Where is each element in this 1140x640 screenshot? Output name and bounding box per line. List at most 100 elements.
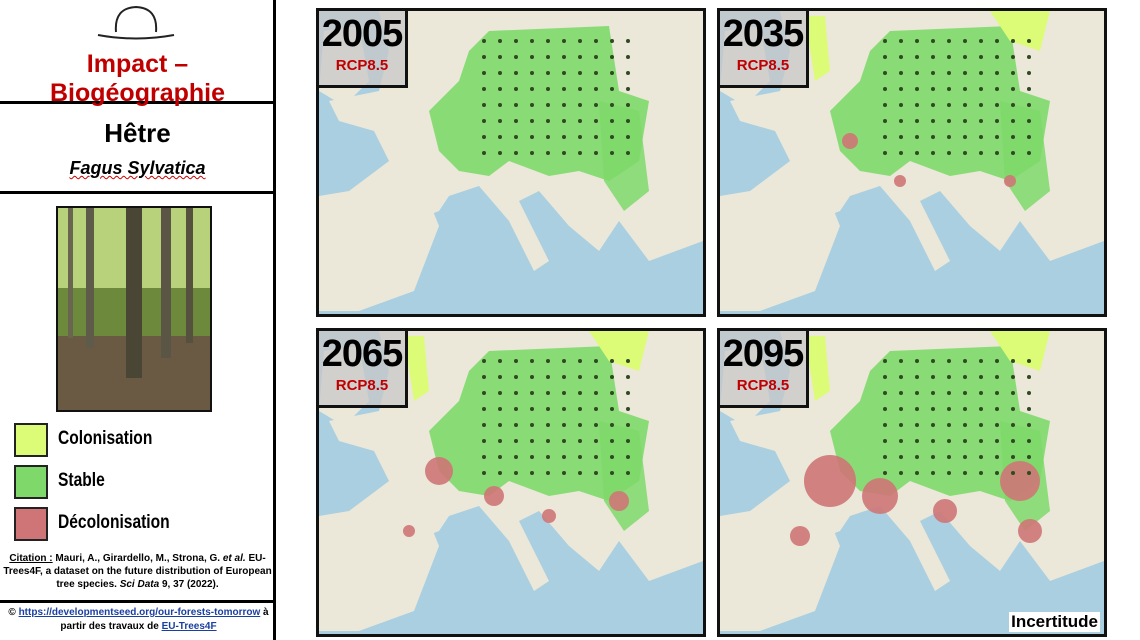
tree-dot: [482, 151, 486, 155]
tree-dot: [562, 103, 566, 107]
tree-dot: [915, 423, 919, 427]
tree-dot: [562, 455, 566, 459]
tree-dot: [931, 87, 935, 91]
tree-dot: [931, 151, 935, 155]
tree-dot: [915, 407, 919, 411]
tree-dot: [931, 135, 935, 139]
tree-dot: [931, 471, 935, 475]
tree-dot: [931, 119, 935, 123]
tree-dot: [610, 471, 614, 475]
tree-dot: [482, 359, 486, 363]
tree-dot: [915, 375, 919, 379]
tree-dot: [963, 39, 967, 43]
tree-dot: [562, 375, 566, 379]
tree-dot: [1011, 359, 1015, 363]
map-scenario: RCP8.5: [736, 57, 790, 74]
tree-dot: [546, 407, 550, 411]
colonisation-area: [589, 331, 649, 371]
tree-dot: [562, 359, 566, 363]
tree-dot: [915, 359, 919, 363]
tree-dot: [530, 39, 534, 43]
tree-dot: [979, 87, 983, 91]
tree-dot: [979, 439, 983, 443]
decolonisation-area: [609, 491, 629, 511]
tree-dot: [995, 423, 999, 427]
tree-dot: [562, 471, 566, 475]
tree-dot: [1027, 103, 1031, 107]
tree-dot: [626, 55, 630, 59]
stable-area: [830, 346, 1050, 501]
tree-dot: [1011, 151, 1015, 155]
tree-dot: [1011, 391, 1015, 395]
tree-dot: [546, 55, 550, 59]
tree-dot: [963, 359, 967, 363]
tree-dot: [626, 439, 630, 443]
source-link[interactable]: EU-Trees4F: [161, 621, 217, 632]
tree-dot: [915, 119, 919, 123]
tree-dot: [498, 471, 502, 475]
tree-dot: [578, 391, 582, 395]
decolonisation-area: [403, 525, 415, 537]
tree-dot: [899, 71, 903, 75]
map-label: 2065 RCP8.5: [319, 331, 408, 408]
tree-dot: [498, 87, 502, 91]
tree-dot: [1011, 87, 1015, 91]
tree-dot: [899, 423, 903, 427]
tree-dot: [963, 103, 967, 107]
tree-dot: [995, 407, 999, 411]
tree-dot: [530, 87, 534, 91]
tree-dot: [626, 119, 630, 123]
tree-dot: [578, 119, 582, 123]
tree-dot: [995, 375, 999, 379]
legend-swatch: [14, 507, 48, 541]
tree-dot: [562, 407, 566, 411]
tree-dot: [915, 71, 919, 75]
tree-dot: [1027, 55, 1031, 59]
tree-dot: [578, 455, 582, 459]
colonisation-area: [990, 11, 1050, 51]
tree-dot: [626, 151, 630, 155]
tree-dot: [594, 439, 598, 443]
tree-dot: [546, 455, 550, 459]
tree-dot: [979, 375, 983, 379]
tree-dot: [498, 135, 502, 139]
tree-dot: [883, 423, 887, 427]
tree-dot: [530, 375, 534, 379]
tree-dot: [1027, 375, 1031, 379]
tree-dot: [883, 375, 887, 379]
tree-dot: [594, 391, 598, 395]
tree-dot: [979, 391, 983, 395]
tree-dot: [1011, 455, 1015, 459]
tree-dot: [931, 455, 935, 459]
tree-dot: [963, 407, 967, 411]
tree-dot: [514, 55, 518, 59]
citation-journal: Sci Data: [119, 579, 160, 590]
credit-link[interactable]: https://developmentseed.org/our-forests-…: [18, 607, 261, 618]
tree-dot: [883, 135, 887, 139]
tree-dot: [947, 471, 951, 475]
tree-dot: [883, 391, 887, 395]
tree-dot: [883, 151, 887, 155]
tree-dot: [995, 103, 999, 107]
tree-dot: [931, 71, 935, 75]
map-panel: 2005 RCP8.5: [316, 8, 706, 317]
citation: Citation : Mauri, A., Girardello, M., St…: [0, 552, 275, 591]
tree-dot: [514, 71, 518, 75]
tree-dot: [562, 423, 566, 427]
tree-dot: [1011, 55, 1015, 59]
tree-dot: [883, 359, 887, 363]
tree-dot: [514, 407, 518, 411]
tree-dot: [530, 439, 534, 443]
tree-dot: [514, 87, 518, 91]
tree-dot: [1027, 359, 1031, 363]
stable-area: [429, 26, 649, 181]
tree-dot: [578, 39, 582, 43]
map-year: 2065: [321, 333, 404, 375]
land: [319, 201, 439, 311]
tree-dot: [482, 103, 486, 107]
tree-dot: [979, 423, 983, 427]
tree-dot: [514, 151, 518, 155]
tree-dot: [947, 71, 951, 75]
tree-dot: [626, 39, 630, 43]
credit: © https://developmentseed.org/our-forest…: [6, 606, 271, 634]
